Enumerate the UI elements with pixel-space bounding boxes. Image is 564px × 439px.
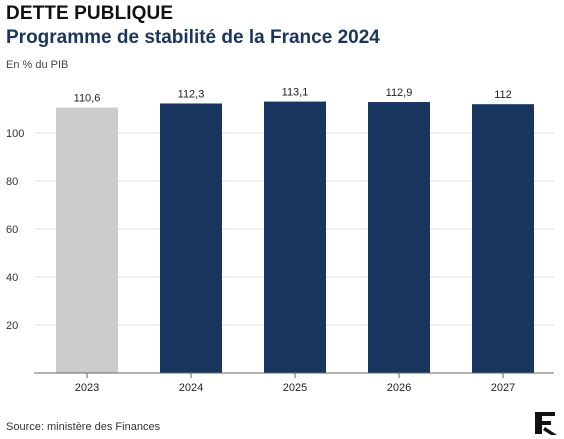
unit-label: En % du PIB <box>6 59 69 71</box>
y-tick-label: 80 <box>6 176 18 188</box>
x-tick-label-2025: 2025 <box>283 382 307 394</box>
publisher-logo-icon <box>535 412 557 435</box>
x-tick-label-2023: 2023 <box>75 382 99 394</box>
x-tick-label-2027: 2027 <box>491 382 515 394</box>
x-tick-label-2026: 2026 <box>387 382 411 394</box>
chart-title: DETTE PUBLIQUE <box>6 3 174 24</box>
value-label-2027: 112 <box>494 89 512 101</box>
bar-2024 <box>160 103 222 373</box>
bar-2023 <box>56 107 118 373</box>
value-label-2024: 112,3 <box>178 88 205 100</box>
y-tick-label: 40 <box>6 272 18 284</box>
bar-2027 <box>472 104 534 373</box>
y-tick-label: 100 <box>6 128 24 140</box>
y-tick-label: 60 <box>6 224 18 236</box>
y-tick-label: 20 <box>6 320 18 332</box>
source-note: Source: ministère des Finances <box>6 421 161 433</box>
chart-subtitle: Programme de stabilité de la France 2024 <box>6 27 380 48</box>
value-label-2025: 113,1 <box>282 87 309 99</box>
value-label-2026: 112,9 <box>386 87 413 99</box>
bar-2026 <box>368 102 430 373</box>
bar-2025 <box>264 101 326 373</box>
x-tick-label-2024: 2024 <box>179 382 203 394</box>
value-label-2023: 110,6 <box>74 93 101 105</box>
